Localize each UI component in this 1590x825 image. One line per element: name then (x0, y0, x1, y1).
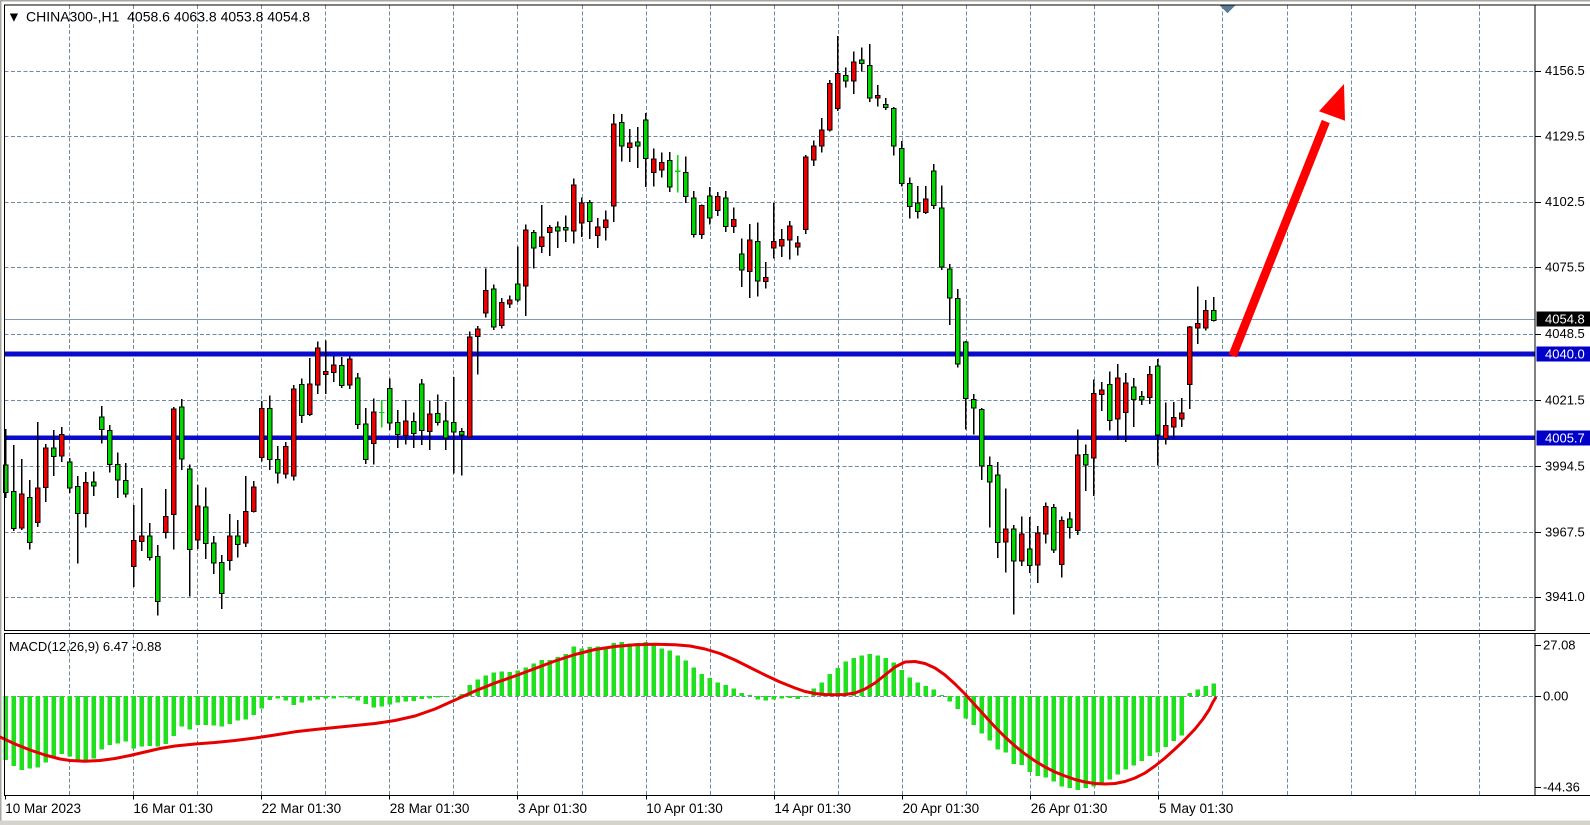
svg-text:10 Apr 01:30: 10 Apr 01:30 (646, 801, 723, 816)
svg-text:4075.5: 4075.5 (1545, 259, 1585, 274)
svg-text:10 Mar 2023: 10 Mar 2023 (5, 801, 81, 816)
svg-text:3941.0: 3941.0 (1545, 589, 1585, 604)
svg-text:3994.5: 3994.5 (1545, 458, 1585, 473)
svg-text:3 Apr 01:30: 3 Apr 01:30 (518, 801, 587, 816)
svg-text:14 Apr 01:30: 14 Apr 01:30 (774, 801, 851, 816)
svg-text:5 May 01:30: 5 May 01:30 (1159, 801, 1233, 816)
svg-text:4005.7: 4005.7 (1545, 430, 1585, 445)
svg-text:4102.5: 4102.5 (1545, 194, 1585, 209)
svg-text:4129.5: 4129.5 (1545, 129, 1585, 144)
svg-text:4048.5: 4048.5 (1545, 326, 1585, 341)
svg-text:26 Apr 01:30: 26 Apr 01:30 (1031, 801, 1108, 816)
svg-text:27.08: 27.08 (1543, 638, 1576, 653)
svg-text:3967.5: 3967.5 (1545, 524, 1585, 539)
svg-text:-44.36: -44.36 (1543, 780, 1580, 795)
svg-text:▼: ▼ (7, 9, 21, 25)
svg-text:16 Mar 01:30: 16 Mar 01:30 (133, 801, 213, 816)
svg-text:0.00: 0.00 (1543, 689, 1568, 704)
svg-text:MACD(12,26,9) 6.47 -0.88: MACD(12,26,9) 6.47 -0.88 (9, 639, 161, 654)
svg-text:4021.5: 4021.5 (1545, 392, 1585, 407)
svg-text:CHINA300-,H1 4058.6 4063.8 40: CHINA300-,H1 4058.6 4063.8 4053.8 4054.8 (26, 9, 310, 25)
svg-text:22 Mar 01:30: 22 Mar 01:30 (262, 801, 342, 816)
svg-text:4156.5: 4156.5 (1545, 63, 1585, 78)
svg-text:4040.0: 4040.0 (1545, 347, 1585, 362)
svg-text:28 Mar 01:30: 28 Mar 01:30 (390, 801, 470, 816)
svg-text:20 Apr 01:30: 20 Apr 01:30 (903, 801, 980, 816)
svg-text:4054.8: 4054.8 (1545, 312, 1585, 327)
